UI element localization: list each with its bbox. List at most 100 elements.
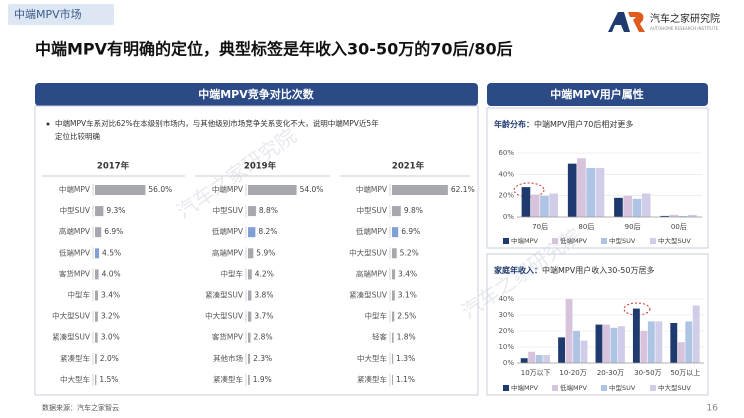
panel-title: 中端MPV用户属性 (550, 87, 644, 101)
bar (392, 353, 394, 364)
value-label: 8.8% (259, 206, 278, 215)
bar (248, 206, 256, 217)
bar (692, 305, 700, 363)
legend-label: 低端MPV (560, 236, 588, 245)
value-label: 2.3% (253, 354, 272, 363)
y-tick-label: 20% (498, 327, 514, 335)
bar (95, 332, 98, 343)
bar (248, 332, 251, 343)
bar (392, 227, 399, 238)
legend-swatch (650, 238, 656, 244)
x-tick-label: 10-20万 (559, 369, 586, 377)
category-label: 紧凑型SUV (349, 290, 388, 300)
category-label: 中型车 (221, 268, 244, 278)
bar (577, 158, 586, 217)
category-label: 轻客 (372, 332, 387, 342)
slide-title: 中端MPV有明确的定位，典型标签是年收入30-50万的70后/80后 (35, 40, 513, 59)
bar (595, 324, 603, 363)
bar (543, 355, 551, 363)
highlight-ellipse (623, 302, 651, 316)
bar (678, 215, 688, 217)
category-label: 中端MPV (59, 184, 91, 194)
bar (392, 311, 395, 322)
chart-subtitle: 中端MPV用户收入30-50万居多 (542, 265, 654, 275)
y-tick-label: 30% (498, 311, 514, 319)
legend-swatch (552, 238, 558, 244)
bar (669, 214, 679, 217)
legend-swatch (601, 238, 607, 244)
bar (392, 374, 393, 385)
category-label: 低端MPV (356, 226, 388, 236)
x-tick-label: 10万以下 (521, 369, 551, 377)
value-label: 9.8% (404, 206, 423, 215)
y-tick-label: 20% (498, 192, 514, 200)
bar (95, 311, 98, 322)
legend-label: 中型SUV (609, 236, 636, 245)
value-label: 9.3% (106, 206, 125, 215)
bar (632, 308, 640, 363)
bar (655, 321, 663, 363)
page-number: 16 (707, 404, 719, 414)
y-tick-label: 40% (498, 170, 514, 178)
logo-subtext: AUTOHOME RESEARCH INSTITUTE (650, 26, 719, 31)
tab-text: 中端MPV市场 (14, 7, 82, 21)
bar (670, 323, 678, 363)
bar (603, 324, 610, 363)
category-label: 中型SUV (357, 205, 388, 215)
bar (641, 193, 651, 217)
value-label: 2.8% (254, 333, 273, 342)
bar (685, 321, 693, 363)
category-label: 中型SUV (213, 205, 244, 215)
value-label: 6.9% (104, 227, 123, 236)
y-tick-label: 0% (503, 213, 514, 221)
category-label: 其他市场 (213, 353, 243, 363)
bar (95, 269, 99, 280)
value-label: 4.0% (102, 269, 121, 278)
value-label: 3.0% (101, 333, 120, 342)
legend-swatch (503, 385, 509, 391)
bar (535, 355, 543, 363)
panel-header (487, 83, 708, 106)
year-title: 2019年 (244, 161, 277, 172)
category-label: 紧凑型SUV (52, 332, 91, 342)
bar (248, 353, 251, 364)
bar (95, 185, 146, 195)
bar (392, 185, 448, 195)
value-label: 4.5% (102, 248, 121, 257)
category-label: 中大型车 (60, 374, 90, 384)
legend-label: 低端MPV (560, 383, 588, 392)
logo-mark (628, 12, 645, 32)
value-label: 3.4% (101, 291, 120, 300)
value-label: 3.7% (254, 312, 273, 321)
bar (392, 290, 395, 301)
bar (573, 331, 580, 363)
bar (528, 351, 536, 363)
value-label: 3.4% (398, 269, 417, 278)
x-tick-label: 20-30万 (597, 369, 624, 377)
bar (530, 194, 540, 217)
bar (614, 197, 623, 217)
bar (586, 167, 596, 217)
year-title: 2017年 (97, 161, 130, 172)
bar (521, 187, 531, 217)
value-label: 3.2% (101, 312, 120, 321)
tab (8, 4, 114, 25)
note-text: 定位比较明确 (55, 131, 100, 141)
bar (248, 311, 252, 322)
bar (248, 374, 250, 385)
legend-label: 中大型SUV (658, 383, 691, 392)
bar (647, 321, 655, 363)
value-label: 1.5% (99, 375, 118, 384)
category-label: 紧凑型车 (60, 353, 90, 363)
value-label: 2.5% (397, 312, 416, 321)
category-label: 中型车 (365, 311, 388, 321)
bar (95, 206, 104, 217)
legend-label: 中型SUV (609, 383, 636, 392)
category-label: 低端MPV (212, 226, 244, 236)
value-label: 5.9% (256, 248, 275, 257)
chart-subtitle: 中端MPV用户70后相对更多 (534, 119, 633, 129)
value-label: 1.1% (396, 375, 415, 384)
x-tick-label: 00后 (671, 222, 687, 231)
bar (549, 193, 559, 217)
